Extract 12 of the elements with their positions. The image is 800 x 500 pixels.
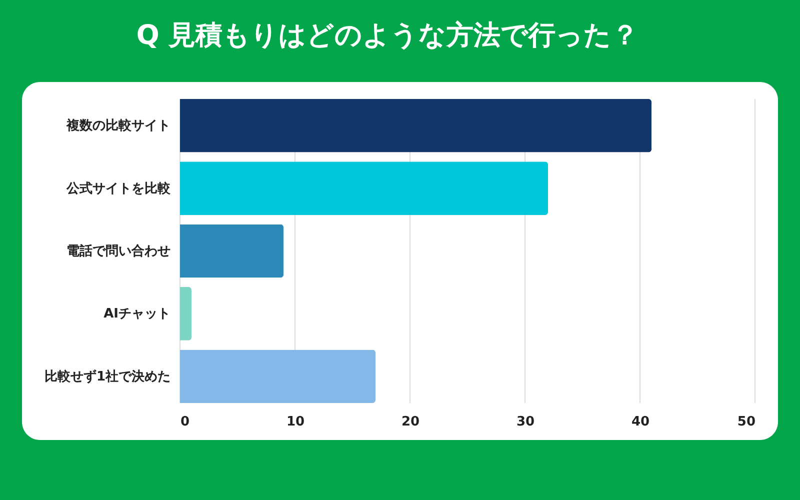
x-tick-label: 20	[401, 414, 420, 430]
y-tick-label: 複数の比較サイト	[66, 118, 170, 134]
x-tick-label: 40	[631, 414, 650, 430]
y-tick-label: 公式サイトを比較	[66, 180, 172, 196]
x-tick-label: 30	[516, 414, 535, 430]
x-tick-label: 10	[286, 414, 305, 430]
x-tick-label: 0	[180, 414, 190, 430]
y-tick-label: 比較せず1社で決めた	[44, 368, 170, 384]
y-tick-label: AIチャット	[104, 306, 170, 322]
y-tick-label: 電話で問い合わせ	[66, 243, 170, 259]
chart-title: Q 見積もりはどのような方法で行った？	[136, 20, 639, 51]
x-tick-label: 50	[737, 414, 756, 430]
